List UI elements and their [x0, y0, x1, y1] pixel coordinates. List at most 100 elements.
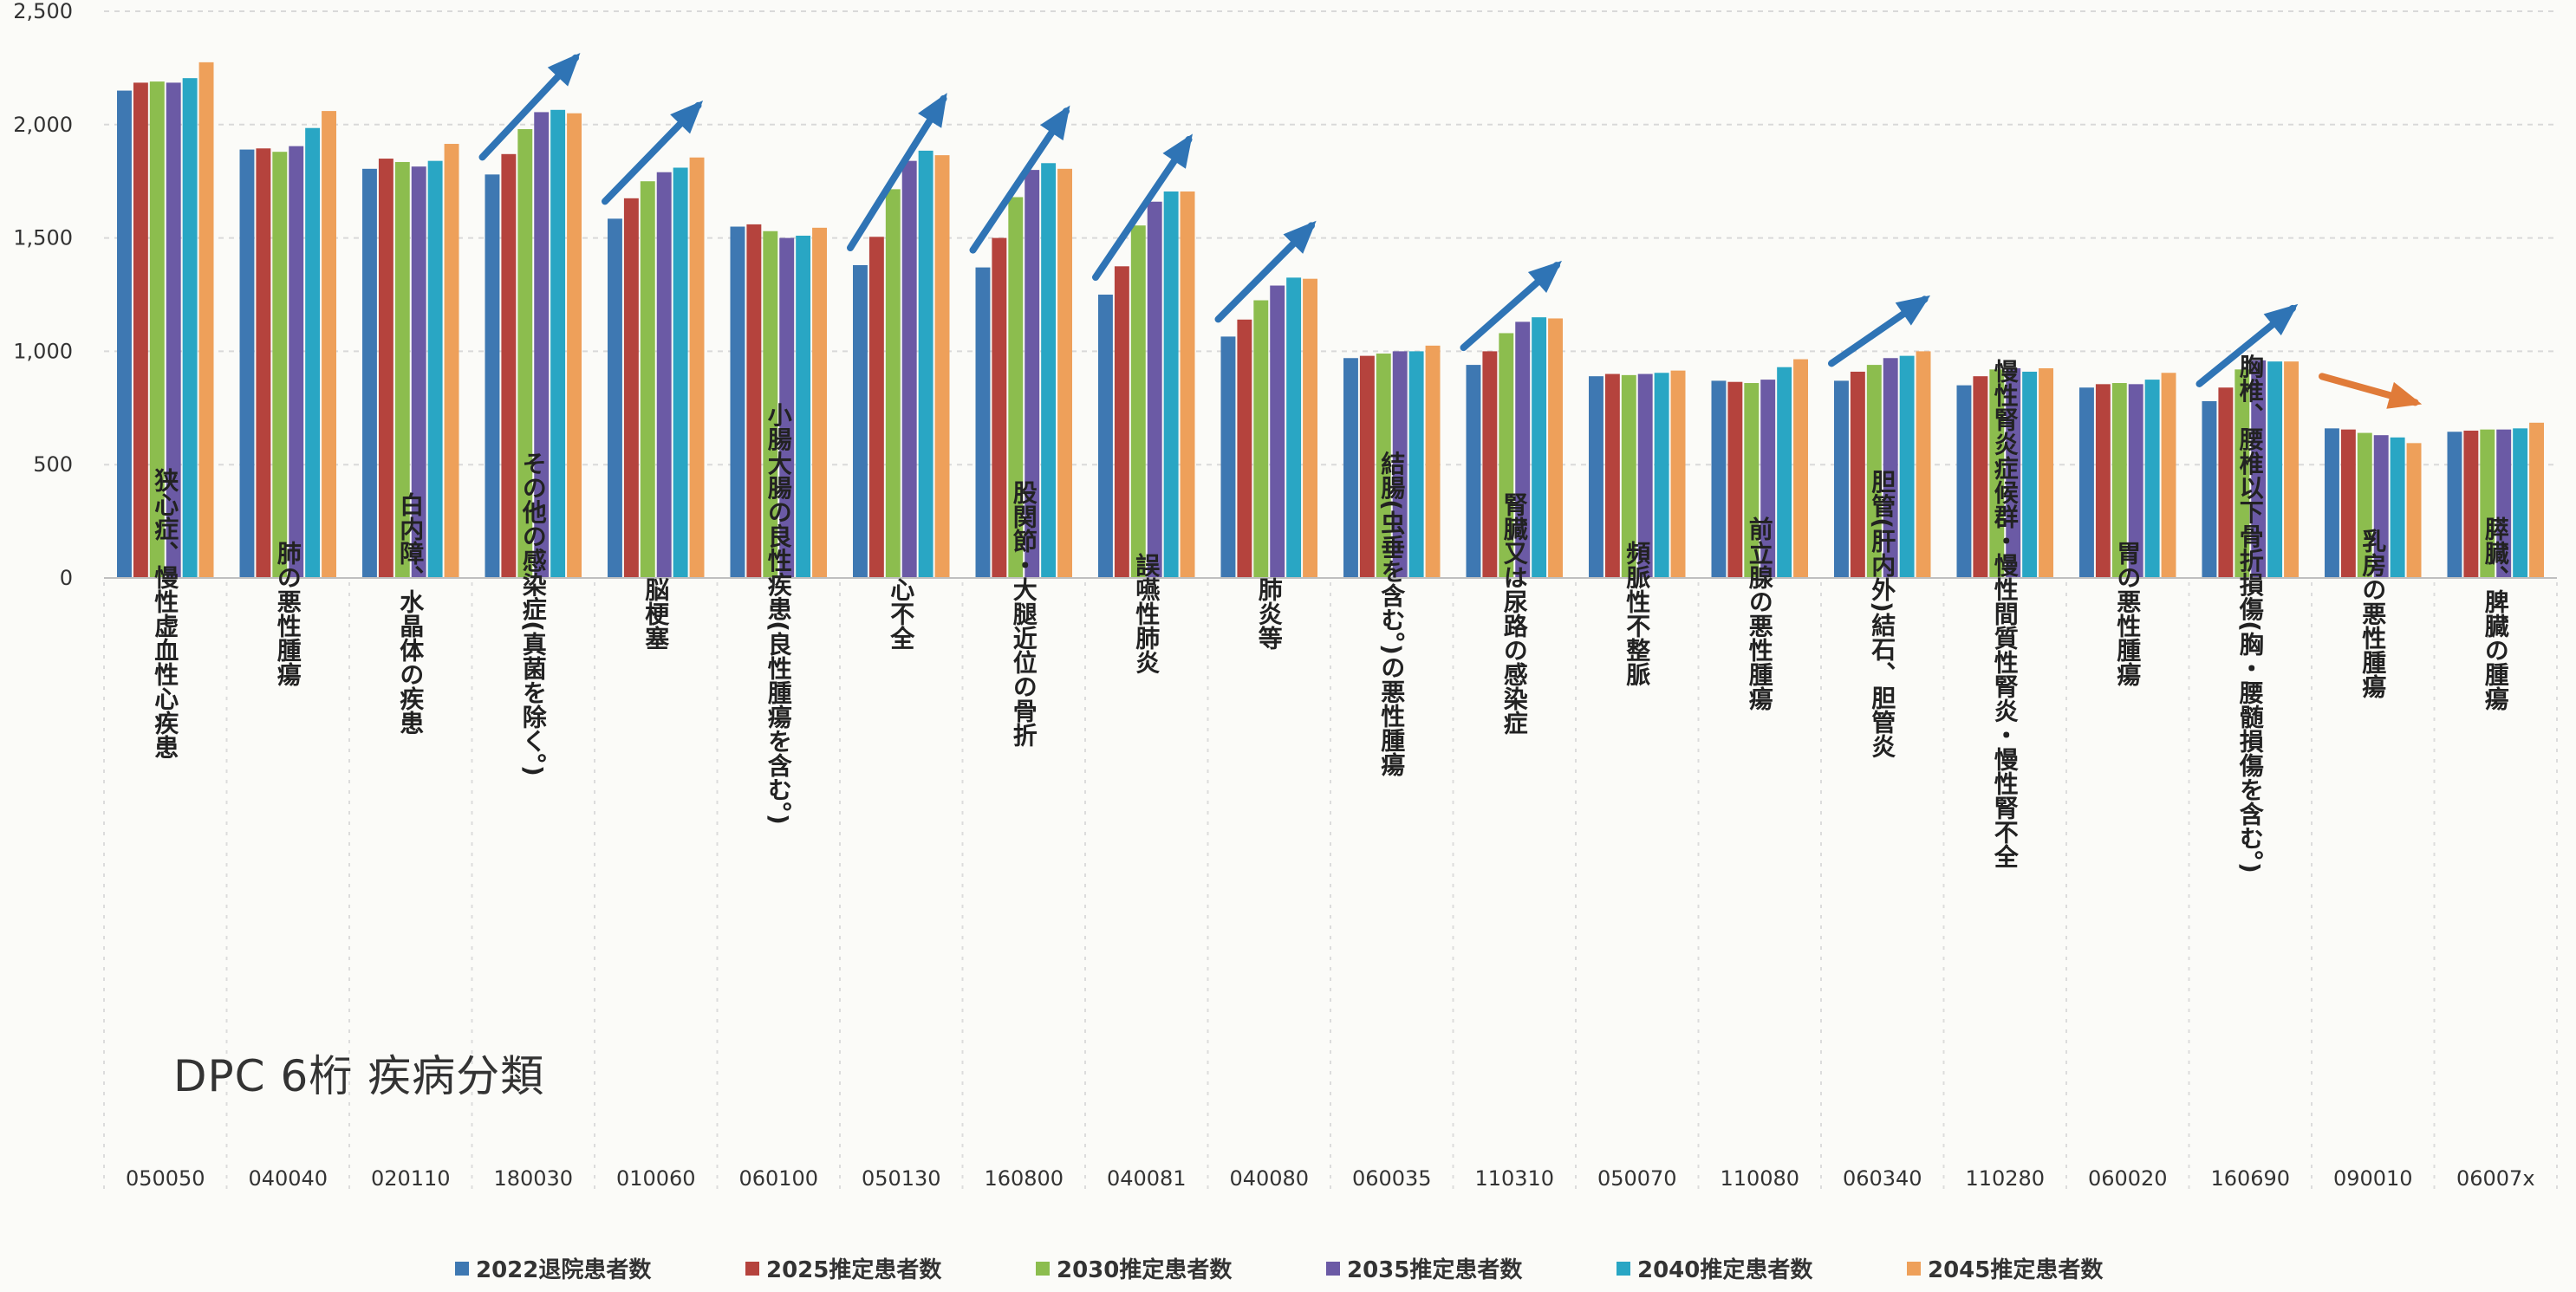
bar-060020-s0	[2079, 387, 2094, 578]
category-code: 040080	[1229, 1166, 1309, 1191]
legend-swatch	[1907, 1262, 1921, 1276]
category-code: 020110	[371, 1166, 451, 1191]
bar-040040-s3	[289, 146, 304, 579]
bar-020110-s2	[394, 161, 410, 579]
y-tick-label: 2,500	[13, 0, 73, 23]
category-label: 膵臓、脾臓の腫瘍	[2482, 516, 2510, 711]
trend-arrow-shaft	[1092, 135, 1193, 281]
bar-010060-s5	[689, 157, 705, 578]
bar-group-110310	[1466, 317, 1563, 578]
bar-050130-s1	[868, 237, 884, 578]
category-label: 誤嚥性肺炎	[1132, 552, 1161, 674]
bars	[104, 62, 2557, 579]
bar-group-040081	[1098, 191, 1195, 579]
bar-110310-s5	[1548, 318, 1563, 578]
bar-060035-s2	[1376, 354, 1391, 578]
trend-arrow-head	[1162, 133, 1193, 169]
bar-06007x-s4	[2513, 428, 2528, 578]
category-code: 110080	[1720, 1166, 1799, 1191]
bar-group-040040	[239, 111, 336, 579]
bar-110280-s1	[1973, 376, 1988, 578]
bar-010060-s4	[673, 167, 688, 578]
bar-160800-s4	[1041, 163, 1057, 578]
category-label: 慢性腎炎症候群・慢性間質性腎炎・慢性腎不全	[1991, 359, 2020, 868]
bar-180030-s5	[567, 113, 582, 579]
bar-160690-s3	[2251, 360, 2267, 578]
bar-050050-s2	[149, 81, 165, 578]
bar-110310-s2	[1499, 333, 1514, 578]
bar-040081-s3	[1147, 201, 1162, 578]
category-code: 010060	[616, 1166, 696, 1191]
bar-group-180030	[485, 109, 582, 579]
bar-060100-s3	[779, 237, 795, 578]
bar-090010-s0	[2325, 428, 2339, 578]
legend-swatch	[1036, 1262, 1050, 1276]
category-label: 心不全	[887, 577, 915, 650]
bar-060340-s0	[1834, 380, 1849, 578]
bar-group-040080	[1220, 277, 1317, 578]
bar-110310-s4	[1532, 317, 1547, 578]
bar-040081-s0	[1098, 295, 1113, 578]
legend-swatch	[455, 1262, 469, 1276]
bar-010060-s2	[640, 181, 655, 578]
bar-06007x-s3	[2496, 429, 2512, 578]
bar-060020-s1	[2095, 384, 2111, 578]
bar-160690-s2	[2234, 369, 2250, 578]
bar-010060-s1	[623, 198, 639, 578]
bar-180030-s0	[485, 174, 500, 579]
bar-050070-s3	[1637, 373, 1653, 578]
bar-040040-s2	[272, 152, 288, 578]
trend-arrow-head	[1040, 105, 1070, 141]
grid-lines	[104, 10, 2557, 579]
category-code: 06007x	[2456, 1166, 2535, 1191]
legend-label: 2030推定患者数	[1057, 1256, 1233, 1283]
trend-arrow-head	[1895, 295, 1931, 326]
bar-020110-s0	[362, 168, 377, 578]
legend-label: 2025推定患者数	[766, 1256, 942, 1283]
chart-caption: DPC 6桁 疾病分類	[173, 1051, 545, 1101]
category-code: 050130	[862, 1166, 941, 1191]
trend-arrow-up	[847, 93, 947, 251]
category-code: 090010	[2333, 1166, 2413, 1191]
category-separators	[103, 582, 2558, 1194]
bar-040081-s2	[1130, 225, 1146, 578]
bar-060340-s3	[1883, 358, 1898, 578]
category-label: 胸椎、腰椎以下骨折損傷(胸・腰髄損傷を含む。)	[2236, 354, 2265, 873]
category-code: 180030	[493, 1166, 573, 1191]
bar-040081-s1	[1114, 266, 1129, 578]
bar-110080-s2	[1744, 383, 1760, 578]
bar-06007x-s2	[2480, 429, 2495, 578]
bar-group-06007x	[2447, 422, 2544, 578]
bar-050050-s0	[117, 90, 132, 578]
bar-020110-s4	[427, 160, 443, 578]
legend-item: 2045推定患者数	[1907, 1256, 2104, 1283]
bar-160800-s2	[1008, 197, 1024, 578]
category-code: 060100	[738, 1166, 818, 1191]
bar-050130-s5	[934, 155, 950, 578]
bar-060100-s0	[730, 226, 745, 578]
bar-050050-s3	[166, 82, 181, 579]
bar-060020-s5	[2161, 373, 2176, 578]
bar-160800-s5	[1057, 168, 1072, 578]
bar-060035-s5	[1425, 345, 1441, 578]
trend-arrow-up	[1214, 220, 1317, 323]
bar-160690-s0	[2202, 400, 2217, 578]
category-label: 狭心症、慢性虚血性心疾患	[151, 468, 179, 759]
bar-110280-s2	[1989, 369, 2005, 578]
bar-060340-s2	[1866, 365, 1882, 578]
bar-090010-s3	[2373, 435, 2389, 578]
bar-040081-s5	[1180, 191, 1195, 579]
bar-group-050130	[853, 150, 950, 578]
category-label: その他の感染症(真菌を除く。)	[519, 451, 548, 776]
y-tick-label: 500	[33, 452, 73, 477]
legend-item: 2040推定患者数	[1617, 1256, 1813, 1283]
trend-arrow-down	[2319, 373, 2423, 409]
bar-060100-s4	[796, 235, 811, 578]
bar-020110-s3	[411, 166, 426, 579]
bar-06007x-s0	[2447, 432, 2462, 578]
category-code: 050070	[1597, 1166, 1677, 1191]
trend-arrow-up	[1460, 260, 1562, 352]
bar-group-160690	[2202, 360, 2299, 578]
